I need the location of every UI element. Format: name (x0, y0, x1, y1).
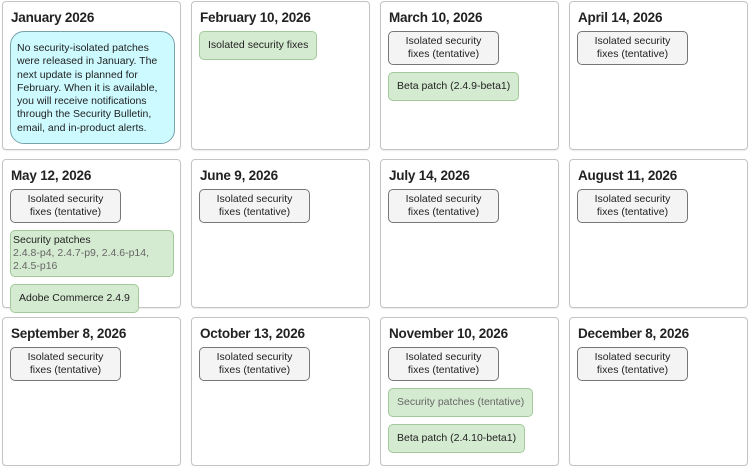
month-card: May 12, 2026 Isolated security fixes (ten… (2, 159, 181, 313)
month-title: January 2026 (11, 10, 95, 25)
month-card: August 11, 2026 Isolated security fixes (… (569, 159, 748, 308)
month-title: May 12, 2026 (11, 168, 92, 183)
month-title: October 13, 2026 (200, 326, 305, 341)
month-card: September 8, 2026 Isolated security fixes… (2, 317, 181, 466)
month-card: January 2026 No security-isolated patches… (2, 1, 181, 150)
month-card: July 14, 2026 Isolated security fixes (te… (380, 159, 559, 308)
month-card: December 8, 2026 Isolated security fixes … (569, 317, 748, 466)
release-badge: Isolated security fixes (199, 31, 318, 60)
release-items: Isolated security fixes (tentative) (10, 347, 174, 388)
tentative-release-badge: Isolated security fixes (tentative) (199, 347, 310, 381)
release-items: Isolated security fixes (tentative) (199, 189, 363, 230)
security-patches-badge: Security patches 2.4.8-p4, 2.4.7-p9, 2.4.… (10, 230, 174, 277)
month-card: November 10, 2026 Isolated security fixes… (380, 317, 559, 466)
tentative-release-badge: Isolated security fixes (tentative) (388, 31, 499, 65)
release-items: Isolated security fixes (tentative) (199, 347, 363, 388)
month-card: March 10, 2026 Isolated security fixes (t… (380, 1, 559, 150)
release-items: Isolated security fixes (tentative) Secur… (388, 347, 552, 460)
tentative-release-badge: Isolated security fixes (tentative) (388, 347, 499, 381)
month-title: September 8, 2026 (11, 326, 127, 341)
badge-label: Security patches (13, 234, 91, 246)
release-badge: Beta patch (2.4.9-beta1) (388, 72, 520, 101)
month-title: July 14, 2026 (389, 168, 470, 183)
month-card: June 9, 2026 Isolated security fixes (ten… (191, 159, 370, 308)
release-items: Isolated security fixes (199, 31, 363, 67)
release-badge: Beta patch (2.4.10-beta1) (388, 424, 526, 453)
tentative-release-badge: Isolated security fixes (tentative) (577, 189, 688, 223)
month-card: April 14, 2026 Isolated security fixes (t… (569, 1, 748, 150)
tentative-patch-badge: Security patches (tentative) (388, 388, 534, 417)
tentative-release-badge: Isolated security fixes (tentative) (577, 347, 688, 381)
month-title: April 14, 2026 (578, 10, 663, 25)
month-title: June 9, 2026 (200, 168, 278, 183)
month-card: October 13, 2026 Isolated security fixes … (191, 317, 370, 466)
patch-versions: 2.4.8-p4, 2.4.7-p9, 2.4.6-p14, 2.4.5-p16 (13, 247, 150, 272)
month-card: February 10, 2026 Isolated security fixes (191, 1, 370, 150)
tentative-release-badge: Isolated security fixes (tentative) (10, 347, 121, 381)
release-items: Isolated security fixes (tentative) Beta … (388, 31, 552, 108)
month-title: November 10, 2026 (389, 326, 508, 341)
release-items: Isolated security fixes (tentative) (577, 31, 741, 72)
release-items: Isolated security fixes (tentative) (577, 347, 741, 388)
release-note: No security-isolated patches were releas… (10, 31, 175, 145)
tentative-release-badge: Isolated security fixes (tentative) (388, 189, 499, 223)
month-title: February 10, 2026 (200, 10, 311, 25)
month-title: March 10, 2026 (389, 10, 483, 25)
release-items: Isolated security fixes (tentative) (577, 189, 741, 230)
tentative-release-badge: Isolated security fixes (tentative) (199, 189, 310, 223)
tentative-release-badge: Isolated security fixes (tentative) (10, 189, 121, 223)
month-title: August 11, 2026 (578, 168, 678, 183)
tentative-release-badge: Isolated security fixes (tentative) (577, 31, 688, 65)
release-badge: Adobe Commerce 2.4.9 (10, 284, 139, 313)
month-title: December 8, 2026 (578, 326, 689, 341)
release-items: Isolated security fixes (tentative) (388, 189, 552, 230)
release-items: Isolated security fixes (tentative) Secur… (10, 189, 174, 320)
